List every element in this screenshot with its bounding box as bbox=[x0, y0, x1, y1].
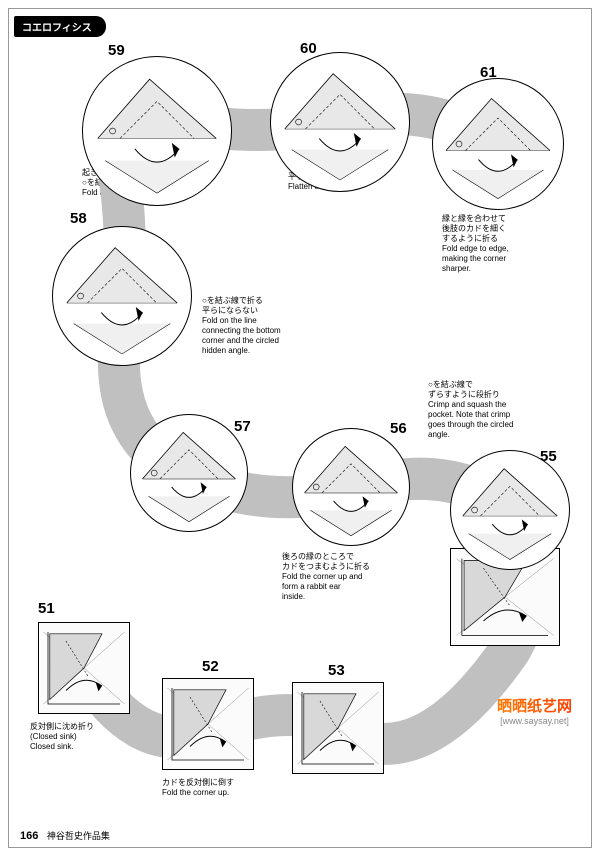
step-57: 57 bbox=[130, 414, 248, 532]
step-number-52: 52 bbox=[202, 658, 219, 675]
step-number-60: 60 bbox=[300, 40, 317, 57]
diagram-51 bbox=[38, 622, 130, 714]
step-number-58: 58 bbox=[70, 210, 87, 227]
step-60: 60 bbox=[270, 52, 410, 192]
diagram-58 bbox=[52, 226, 192, 366]
diagram-59 bbox=[82, 56, 232, 206]
watermark-url: [www.saysay.net] bbox=[497, 716, 572, 726]
diagram-52 bbox=[162, 678, 254, 770]
step-number-61: 61 bbox=[480, 64, 497, 81]
step-number-53: 53 bbox=[328, 662, 345, 679]
step-61: 61 bbox=[432, 78, 564, 210]
step-59: 59 bbox=[82, 56, 232, 206]
step-52: 52 bbox=[162, 678, 254, 770]
step-number-57: 57 bbox=[234, 418, 251, 435]
diagram-57 bbox=[130, 414, 248, 532]
watermark: 晒晒纸艺网 [www.saysay.net] bbox=[497, 695, 572, 726]
watermark-cn: 晒晒纸艺网 bbox=[497, 695, 572, 716]
step-55: 55 bbox=[450, 450, 570, 570]
diagram-53 bbox=[292, 682, 384, 774]
step-58: 58 bbox=[52, 226, 192, 366]
diagram-61 bbox=[432, 78, 564, 210]
step-56: 56 bbox=[292, 428, 410, 546]
diagram-56 bbox=[292, 428, 410, 546]
step-number-56: 56 bbox=[390, 420, 407, 437]
step-number-51: 51 bbox=[38, 600, 55, 617]
diagram-55 bbox=[450, 450, 570, 570]
step-number-59: 59 bbox=[108, 42, 125, 59]
diagram-60 bbox=[270, 52, 410, 192]
step-51: 51 bbox=[38, 622, 130, 714]
step-number-55: 55 bbox=[540, 448, 557, 465]
step-53: 53 bbox=[292, 682, 384, 774]
